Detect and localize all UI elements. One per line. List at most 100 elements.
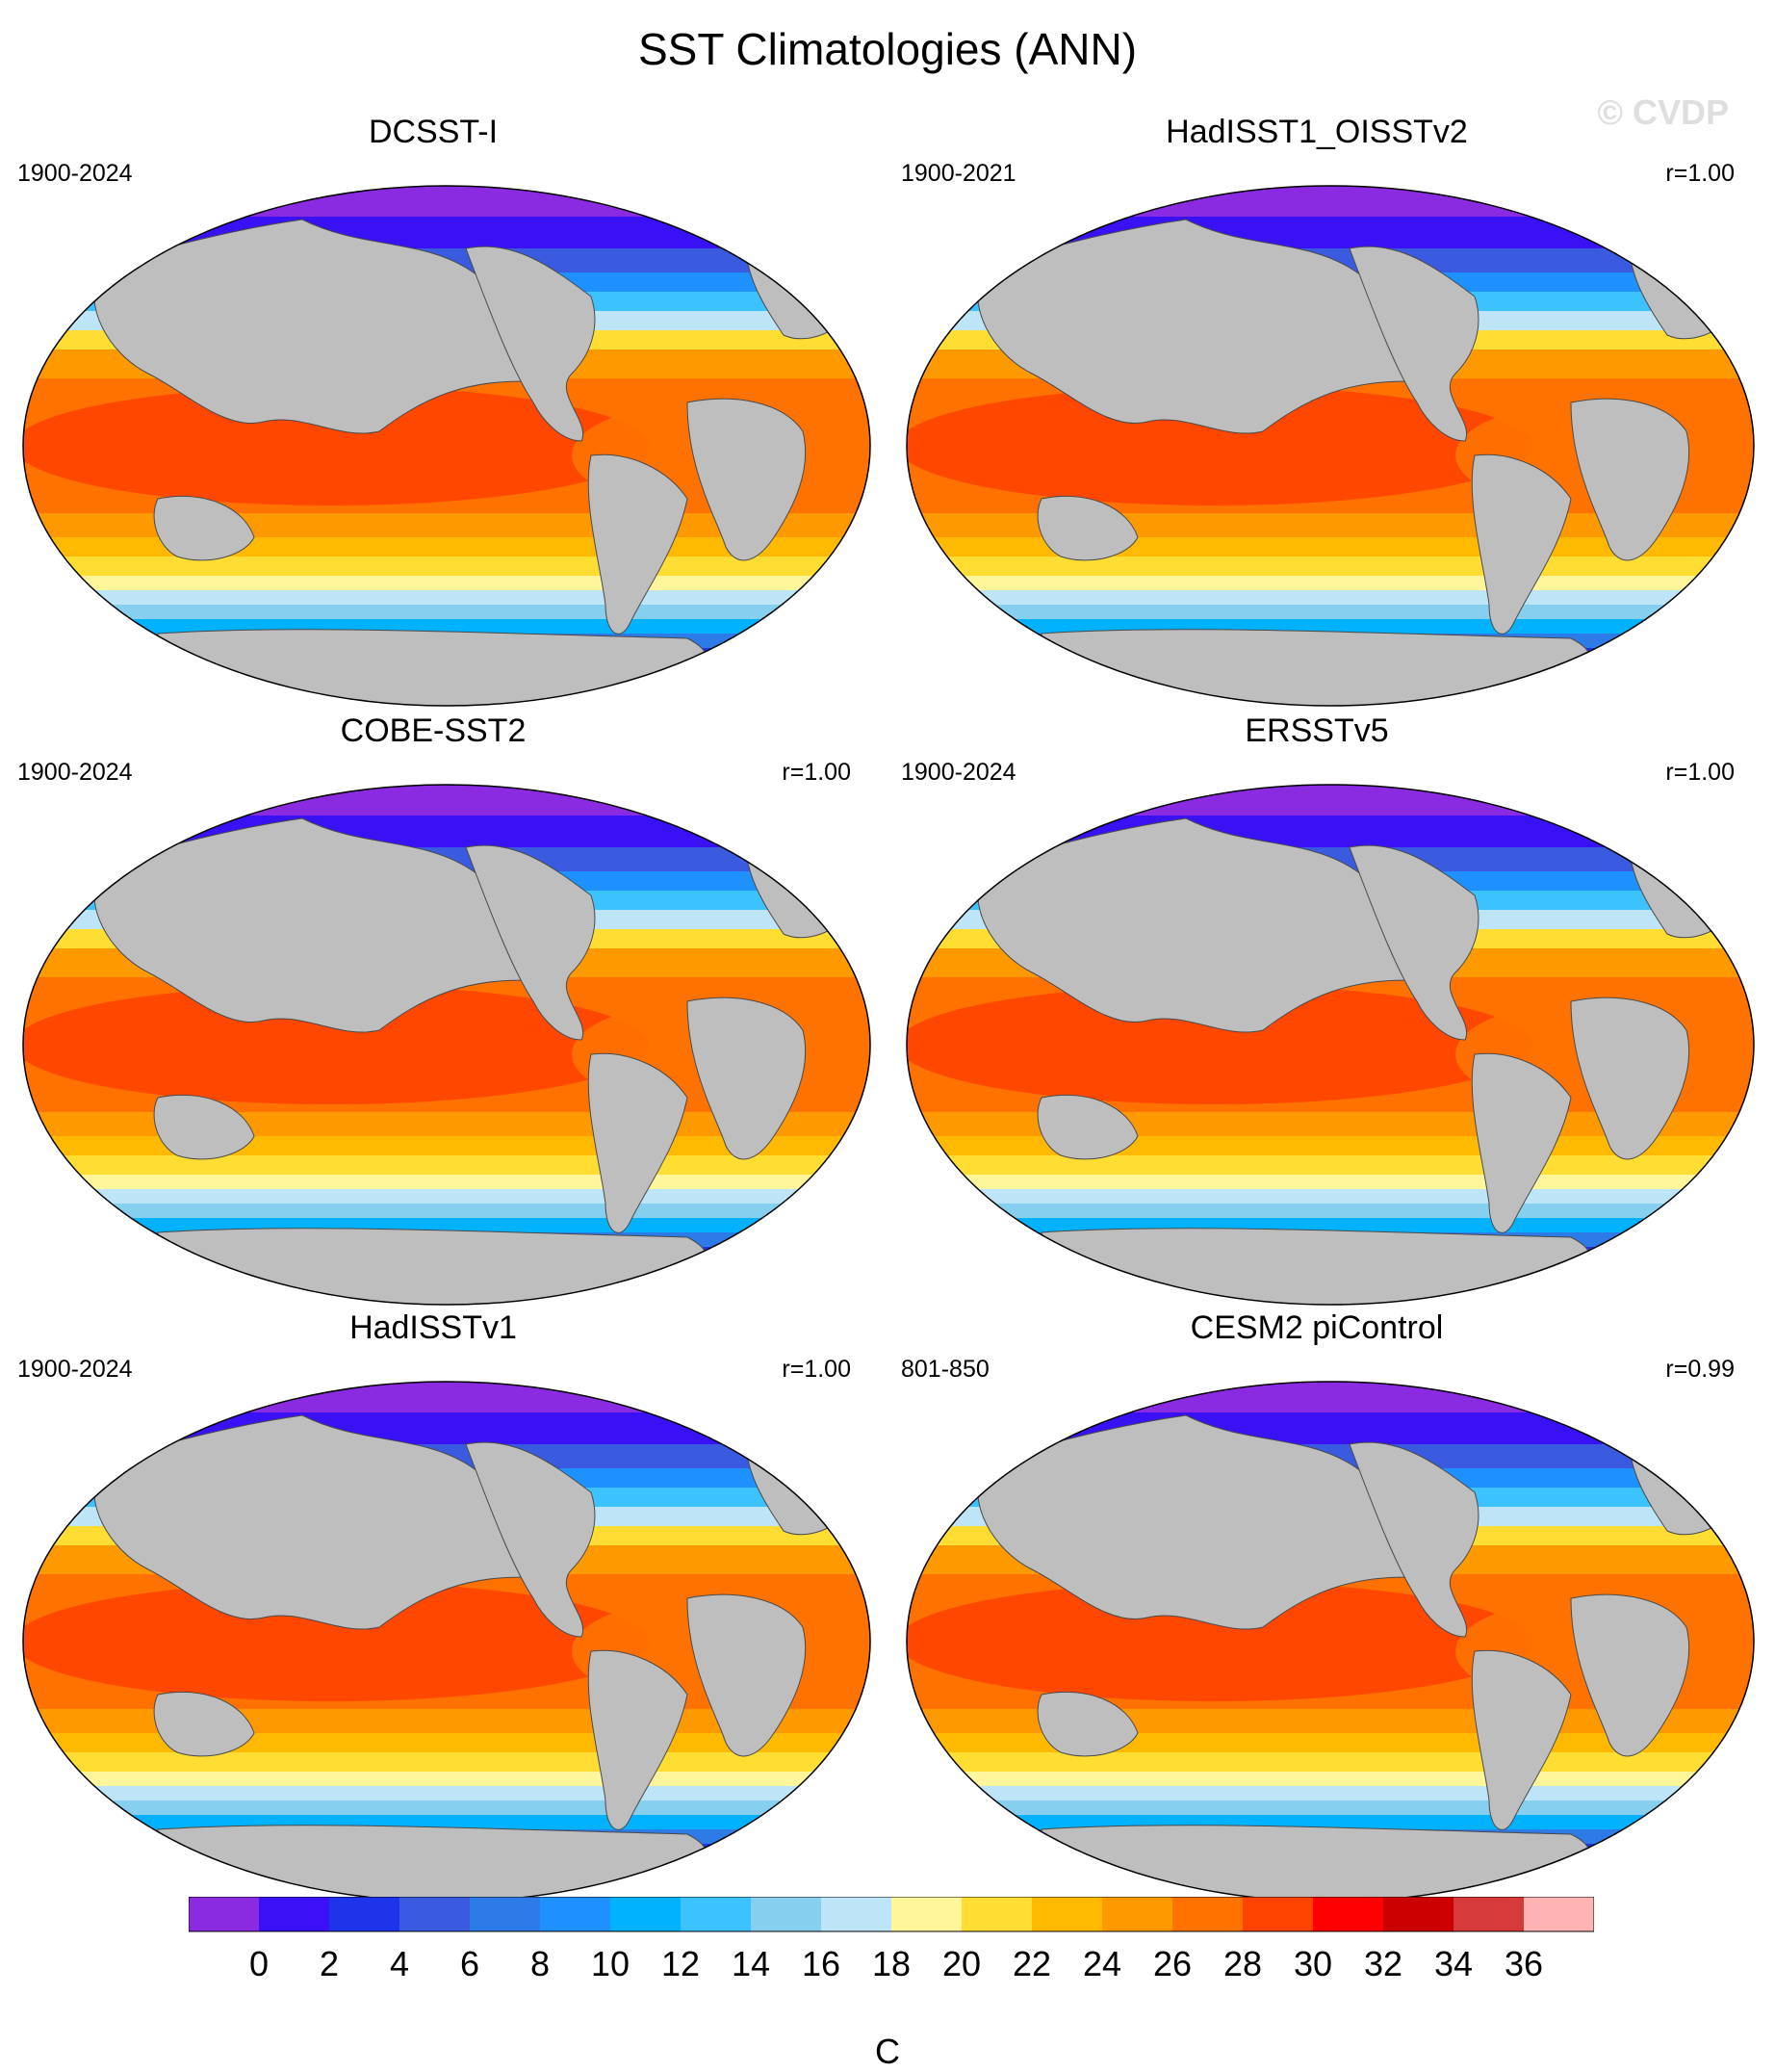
colorbar-swatch xyxy=(399,1897,470,1931)
map-border xyxy=(906,185,1755,707)
colorbar-tick-label: 0 xyxy=(249,1944,269,1983)
warm-pool xyxy=(907,985,1532,1104)
sst-map xyxy=(22,185,871,707)
land-mass xyxy=(1570,997,1690,1160)
map-panel-cobe-sst2: COBE-SST2 1900-2024 r=1.00 xyxy=(0,712,886,1309)
panel-correlation: r=1.00 xyxy=(782,1356,851,1383)
panel-years: 1900-2024 xyxy=(17,160,133,187)
panel-title: HadISSTv1 xyxy=(349,1309,517,1346)
land-mass xyxy=(157,629,707,706)
sst-band xyxy=(23,217,870,248)
sst-band xyxy=(23,1772,870,1786)
land-mass xyxy=(686,997,807,1160)
land-mass xyxy=(587,1649,688,1830)
panel-years: 1900-2024 xyxy=(17,759,133,786)
colorbar-tick-label: 2 xyxy=(320,1944,339,1983)
map-panel-dcsst-i: DCSST-I 1900-2024 xyxy=(0,114,886,711)
land-mass xyxy=(1037,1094,1139,1160)
land-mass xyxy=(153,1691,255,1757)
colorbar-swatch xyxy=(1172,1897,1243,1931)
warm-pool xyxy=(907,1582,1532,1701)
sst-band xyxy=(23,1175,870,1189)
land-mass xyxy=(153,495,255,561)
panel-title: ERSSTv5 xyxy=(1245,712,1389,749)
panel-title: DCSST-I xyxy=(368,114,499,150)
colorbar-tick-label: 34 xyxy=(1434,1944,1473,1983)
sst-band xyxy=(907,1175,1754,1189)
colorbar-swatch xyxy=(1102,1897,1172,1931)
sst-band xyxy=(23,1800,870,1815)
sst-band xyxy=(907,1189,1754,1204)
map-panel-hadisst1-oisstv2: HadISST1_OISSTv2 1900-2021 r=1.00 xyxy=(884,114,1769,711)
warm-pool xyxy=(907,386,1532,505)
sst-band xyxy=(23,590,870,605)
watermark: © CVDP xyxy=(1597,92,1729,132)
colorbar-swatch xyxy=(540,1897,610,1931)
land-mass xyxy=(686,398,807,561)
sst-band xyxy=(907,816,1754,847)
colorbar-swatch xyxy=(751,1897,821,1931)
sst-map xyxy=(906,784,1755,1306)
land-mass xyxy=(1349,1441,1479,1638)
panel-title: COBE-SST2 xyxy=(340,712,527,749)
land-mass xyxy=(1570,1593,1690,1757)
colorbar-tick-label: 14 xyxy=(732,1944,770,1983)
colorbar-tick-label: 12 xyxy=(661,1944,700,1983)
colorbar-tick-label: 36 xyxy=(1505,1944,1543,1983)
sst-map xyxy=(906,1381,1755,1903)
colorbar-swatch xyxy=(1383,1897,1453,1931)
colorbar: 0 2 4 6 8 10 12 14 16 18 20 22 24 26 28 30 32 34 36 xyxy=(189,1897,1594,1983)
colorbar-tick-label: 32 xyxy=(1364,1944,1402,1983)
panel-title: HadISST1_OISSTv2 xyxy=(1166,114,1468,150)
land-mass xyxy=(1570,398,1690,561)
sst-band xyxy=(23,1204,870,1218)
sst-band xyxy=(23,1412,870,1444)
sst-map xyxy=(22,1381,871,1903)
colorbar-units: C xyxy=(875,2032,900,2071)
map-border xyxy=(22,185,871,707)
panel-correlation: r=0.99 xyxy=(1665,1356,1735,1383)
colorbar-swatch xyxy=(610,1897,681,1931)
map-border xyxy=(22,784,871,1306)
land-mass xyxy=(1041,629,1591,706)
sst-band xyxy=(907,590,1754,605)
map-panel-ersstv5: ERSSTv5 1900-2024 r=1.00 xyxy=(884,712,1769,1309)
sst-band xyxy=(23,576,870,590)
land-mass xyxy=(465,844,596,1041)
sst-band xyxy=(23,605,870,619)
sst-band xyxy=(23,1189,870,1204)
colorbar-tick-label: 26 xyxy=(1153,1944,1192,1983)
land-mass xyxy=(1037,1691,1139,1757)
colorbar-swatch xyxy=(1243,1897,1313,1931)
colorbar-tick-label: 8 xyxy=(530,1944,550,1983)
land-mass xyxy=(153,1094,255,1160)
colorbar-frame xyxy=(189,1897,1594,1932)
colorbar-swatch xyxy=(962,1897,1032,1931)
sst-band xyxy=(907,217,1754,248)
land-mass xyxy=(1037,495,1139,561)
map-border xyxy=(906,784,1755,1306)
colorbar-swatch xyxy=(329,1897,399,1931)
panel-correlation: r=1.00 xyxy=(1665,160,1735,187)
panel-years: 1900-2024 xyxy=(901,759,1016,786)
panel-years: 801-850 xyxy=(901,1356,990,1383)
colorbar-swatch xyxy=(189,1897,259,1931)
colorbar-tick-label: 22 xyxy=(1013,1944,1051,1983)
colorbar-swatch xyxy=(821,1897,891,1931)
warm-pool xyxy=(23,386,649,505)
colorbar-tick-label: 10 xyxy=(591,1944,630,1983)
land-mass xyxy=(1471,1649,1572,1830)
land-mass xyxy=(587,1052,688,1233)
colorbar-swatch xyxy=(1313,1897,1383,1931)
land-mass xyxy=(157,1825,707,1902)
land-mass xyxy=(1471,1052,1572,1233)
land-mass xyxy=(1041,1228,1591,1305)
sst-band xyxy=(907,576,1754,590)
sst-band xyxy=(907,1204,1754,1218)
land-mass xyxy=(465,246,596,442)
colorbar-tick-label: 18 xyxy=(872,1944,911,1983)
land-mass xyxy=(686,1593,807,1757)
sst-band xyxy=(907,1772,1754,1786)
land-mass xyxy=(1041,1825,1591,1902)
sst-map xyxy=(906,185,1755,707)
